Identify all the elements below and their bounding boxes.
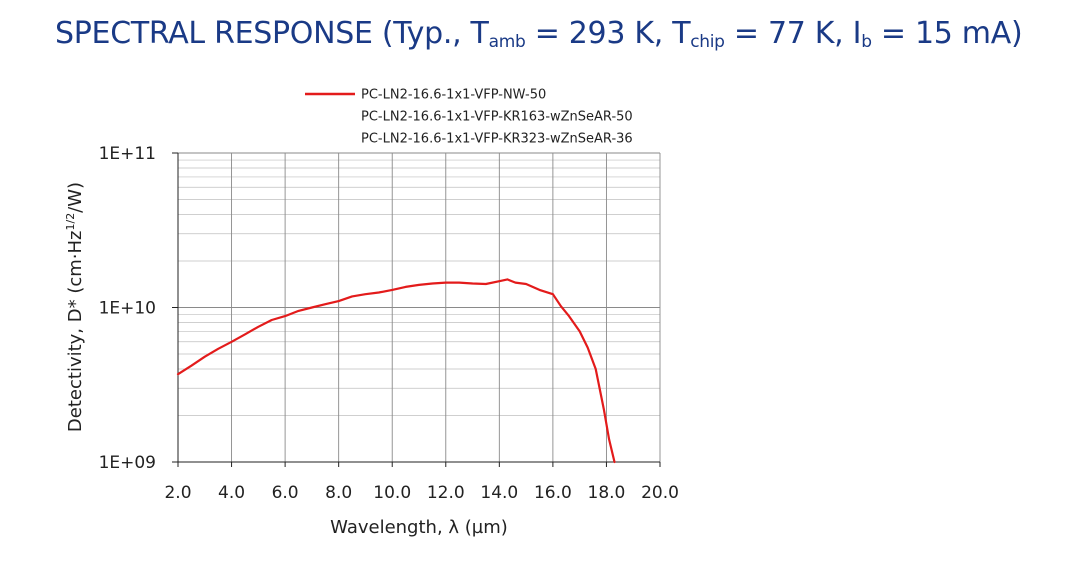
series-layer [176,278,616,464]
x-tick-label: 8.0 [325,483,352,503]
x-tick-labels: 2.0 4.0 6.0 8.0 10.0 12.0 14.0 16.0 18.0 20.0 [164,483,678,503]
x-tick-label: 6.0 [272,483,299,503]
grid [172,152,661,467]
y-tick-label: 1E+11 [99,144,156,164]
x-tick-label: 4.0 [218,483,245,503]
x-tick-label: 18.0 [588,483,626,503]
series-line-1 [176,278,616,464]
axes [177,153,660,463]
y-axis-label: Detectivity, D* (cm·Hz1/2/W) [64,182,86,432]
chart-title: SPECTRAL RESPONSE (Typ., Tamb = 293 K, T… [55,16,1023,52]
x-tick-label: 16.0 [534,483,572,503]
legend-label-3: PC-LN2-16.6-1x1-VFP-KR323-wZnSeAR-36 [361,132,633,147]
y-tick-label: 1E+10 [99,299,156,319]
y-tick-labels: 1E+09 1E+10 1E+11 [99,144,156,473]
x-tick-label: 10.0 [373,483,411,503]
legend-label-1: PC-LN2-16.6-1x1-VFP-NW-50 [361,88,546,103]
x-tick-label: 2.0 [164,483,191,503]
legend-label-2: PC-LN2-16.6-1x1-VFP-KR163-wZnSeAR-50 [361,110,633,125]
y-tick-label: 1E+09 [99,453,156,473]
x-axis-label: Wavelength, λ (µm) [330,517,508,538]
x-tick-label: 14.0 [480,483,518,503]
x-tick-label: 20.0 [641,483,679,503]
x-tick-label: 12.0 [427,483,465,503]
legend: PC-LN2-16.6-1x1-VFP-NW-50 PC-LN2-16.6-1x… [305,88,633,147]
